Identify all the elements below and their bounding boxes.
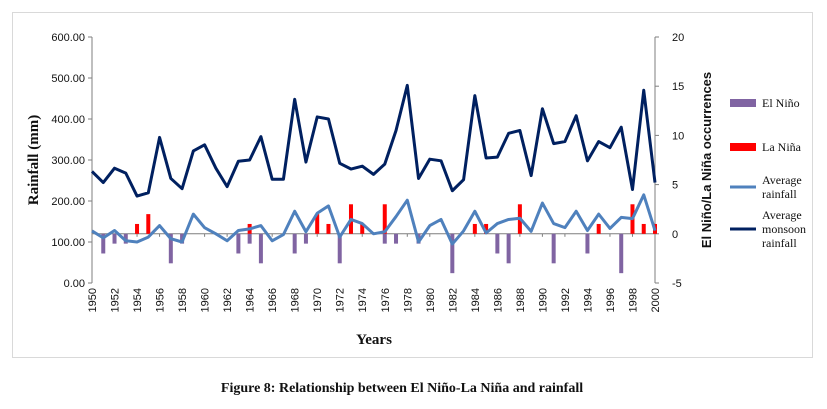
- x-tick-label: 1982: [447, 288, 459, 312]
- bar-la-nina: [135, 223, 140, 234]
- series-lines: [90, 83, 657, 246]
- y-tick-label: 0.00: [64, 278, 85, 290]
- bar-el-nino: [258, 233, 263, 264]
- bar-el-nino: [168, 233, 173, 264]
- bar-la-nina: [326, 223, 331, 234]
- bar-el-nino: [585, 233, 590, 254]
- x-tick-label: 1950: [87, 288, 99, 312]
- x-tick-label: 1952: [110, 288, 122, 312]
- y2-tick-label: 15: [672, 81, 684, 93]
- legend-swatch: [730, 143, 756, 151]
- legend-label: Average monsoon rainfall: [762, 208, 806, 250]
- y-tick-label: 100.00: [51, 237, 85, 249]
- bar-la-nina: [641, 223, 646, 234]
- legend-label: La Niña: [762, 140, 802, 154]
- bar-el-nino: [382, 233, 387, 244]
- bar-el-nino: [123, 233, 128, 244]
- legend: El Niño La Niña Average rainfall Average mons…: [730, 96, 806, 250]
- x-tick-label: 1972: [335, 288, 347, 312]
- x-tick-label: 1990: [537, 288, 549, 312]
- x-tick-label: 1976: [380, 288, 392, 312]
- bar-el-nino: [247, 233, 252, 244]
- x-tick-label: 1968: [290, 288, 302, 312]
- x-tick-label: 1962: [222, 288, 234, 312]
- y2-tick-label: 0: [672, 229, 678, 241]
- bar-el-nino: [303, 233, 308, 244]
- bar-el-nino: [450, 233, 455, 274]
- y2-tick-label: -5: [672, 278, 682, 290]
- x-tick-label: 1970: [312, 288, 324, 312]
- y2-tick-label: 10: [672, 130, 684, 142]
- x-tick-label: 1988: [515, 288, 527, 312]
- x-tick-label: 1996: [605, 288, 617, 312]
- bar-la-nina: [315, 214, 320, 234]
- bar-la-nina: [472, 223, 477, 234]
- x-tick-label: 1978: [402, 288, 414, 312]
- line-average-monsoon-rainfall: [90, 83, 657, 198]
- x-tick-label: 1994: [582, 288, 594, 312]
- bar-el-nino: [495, 233, 500, 254]
- bar-el-nino: [112, 233, 117, 244]
- x-tick-label: 1966: [267, 288, 279, 312]
- legend-label: El Niño: [762, 96, 800, 110]
- bar-el-nino: [619, 233, 624, 274]
- bar-el-nino: [551, 233, 556, 264]
- y-tick-label: 400.00: [51, 114, 85, 126]
- x-tick-label: 1980: [425, 288, 437, 312]
- x-axis-title: Years: [356, 332, 392, 348]
- x-tick-label: 1954: [132, 288, 144, 312]
- bar-el-nino: [337, 233, 342, 264]
- bar-el-nino: [101, 233, 106, 254]
- x-tick-label: 1956: [155, 288, 167, 312]
- bar-la-nina: [484, 223, 489, 234]
- chart-border: [12, 12, 813, 358]
- bar-el-nino: [236, 233, 241, 254]
- x-tick-label: 2000: [650, 288, 662, 312]
- bar-la-nina: [360, 223, 365, 234]
- bar-la-nina: [596, 223, 601, 234]
- y-tick-label: 200.00: [51, 196, 85, 208]
- bar-la-nina: [382, 204, 387, 234]
- y-tick-label: 600.00: [51, 32, 85, 44]
- line-average-rainfall: [91, 193, 657, 246]
- bar-la-nina: [146, 214, 151, 234]
- x-tick-label: 1974: [357, 288, 369, 312]
- figure-caption: Figure 8: Relationship between El Niño-L…: [221, 381, 583, 396]
- x-tick-label: 1984: [470, 288, 482, 312]
- x-tick-label: 1960: [200, 288, 212, 312]
- legend-swatch: [730, 99, 756, 107]
- bar-el-nino: [506, 233, 511, 264]
- x-tick-label: 1964: [245, 288, 257, 312]
- y-axis-title: Rainfall (mm): [26, 115, 42, 205]
- x-tick-label: 1998: [627, 288, 639, 312]
- legend-label: Average rainfall: [762, 173, 802, 201]
- x-tick-label: 1992: [560, 288, 572, 312]
- bar-el-nino: [292, 233, 297, 254]
- bar-el-nino: [394, 233, 399, 244]
- y-tick-label: 300.00: [51, 155, 85, 167]
- y2-axis-title: El Niño/La Niña occurrences: [699, 72, 714, 248]
- y2-tick-label: 20: [672, 32, 684, 44]
- y-tick-label: 500.00: [51, 73, 85, 85]
- y2-tick-label: 5: [672, 180, 678, 192]
- tick-labels: 0.00 100.00 200.00 300.00 400.00 500.00 600.00…: [51, 32, 684, 312]
- x-tick-label: 1986: [492, 288, 504, 312]
- x-tick-label: 1958: [177, 288, 189, 312]
